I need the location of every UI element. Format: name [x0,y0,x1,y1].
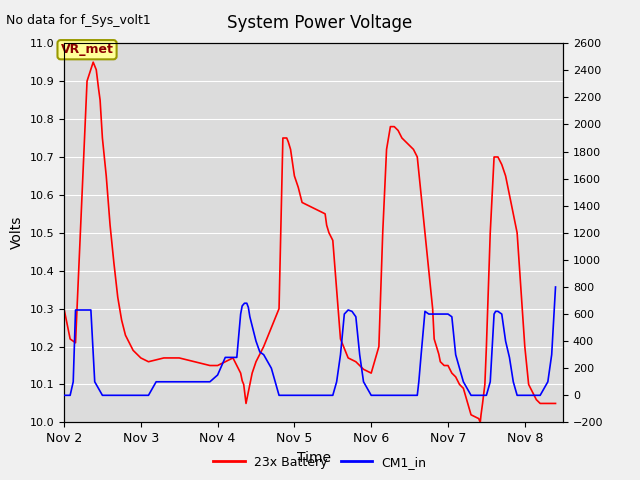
Text: VR_met: VR_met [61,43,113,56]
Y-axis label: Volts: Volts [10,216,24,250]
Legend: 23x Battery, CM1_in: 23x Battery, CM1_in [208,451,432,474]
Text: System Power Voltage: System Power Voltage [227,14,413,33]
X-axis label: Time: Time [296,451,331,465]
Text: No data for f_Sys_volt1: No data for f_Sys_volt1 [6,14,151,27]
